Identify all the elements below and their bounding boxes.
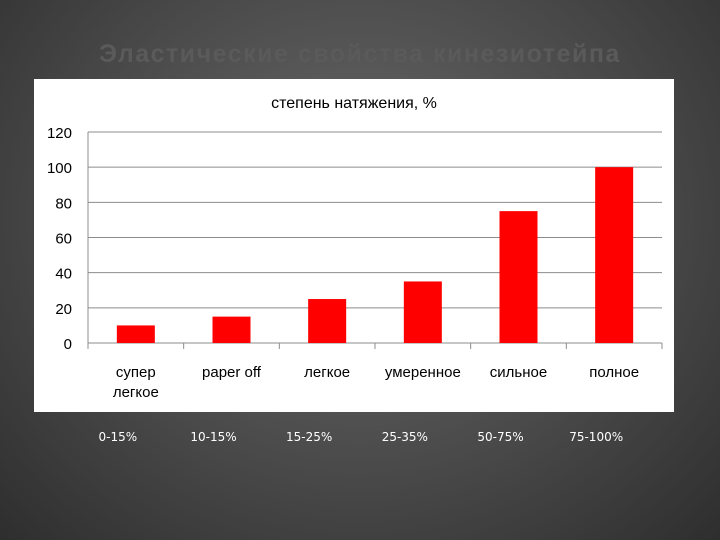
bar-chart: степень натяжения, % 0 20 40 60 80 100 120 супе… [47,95,663,401]
chart-title: степень натяжения, % [271,95,437,112]
x-tick-label: легкое [304,364,350,381]
y-tick-label: 60 [55,231,72,248]
y-tick-label: 20 [55,301,72,318]
bar [499,211,538,343]
x-tick-label: полное [589,364,639,381]
range-label: 15-25% [286,430,333,444]
chart-panel: степень натяжения, % 0 20 40 60 80 100 120 супе… [34,79,674,412]
bar [308,299,347,343]
range-labels: 0-15% 10-15% 15-25% 25-35% 50-75% 75-100% [34,430,674,450]
range-label: 10-15% [190,430,237,444]
x-tick-label: сильное [490,364,547,381]
y-tick-label: 40 [55,266,72,283]
bar [595,167,634,343]
range-label: 50-75% [477,430,524,444]
bar [403,281,442,343]
y-tick-label: 120 [47,125,72,142]
bar [116,325,155,343]
bar [212,316,251,343]
slide-title: Эластические свойства кинезиотейпа [99,40,621,68]
range-label: 25-35% [381,430,428,444]
x-tick-label: paper off [202,364,262,381]
x-tick-label: умеренное [385,364,461,381]
range-label: 75-100% [569,430,624,444]
y-tick-label: 0 [64,336,72,353]
x-tick-label: супер легкое [113,364,159,401]
range-label: 0-15% [98,430,138,444]
y-tick-label: 80 [55,195,72,212]
y-tick-label: 100 [47,160,72,177]
